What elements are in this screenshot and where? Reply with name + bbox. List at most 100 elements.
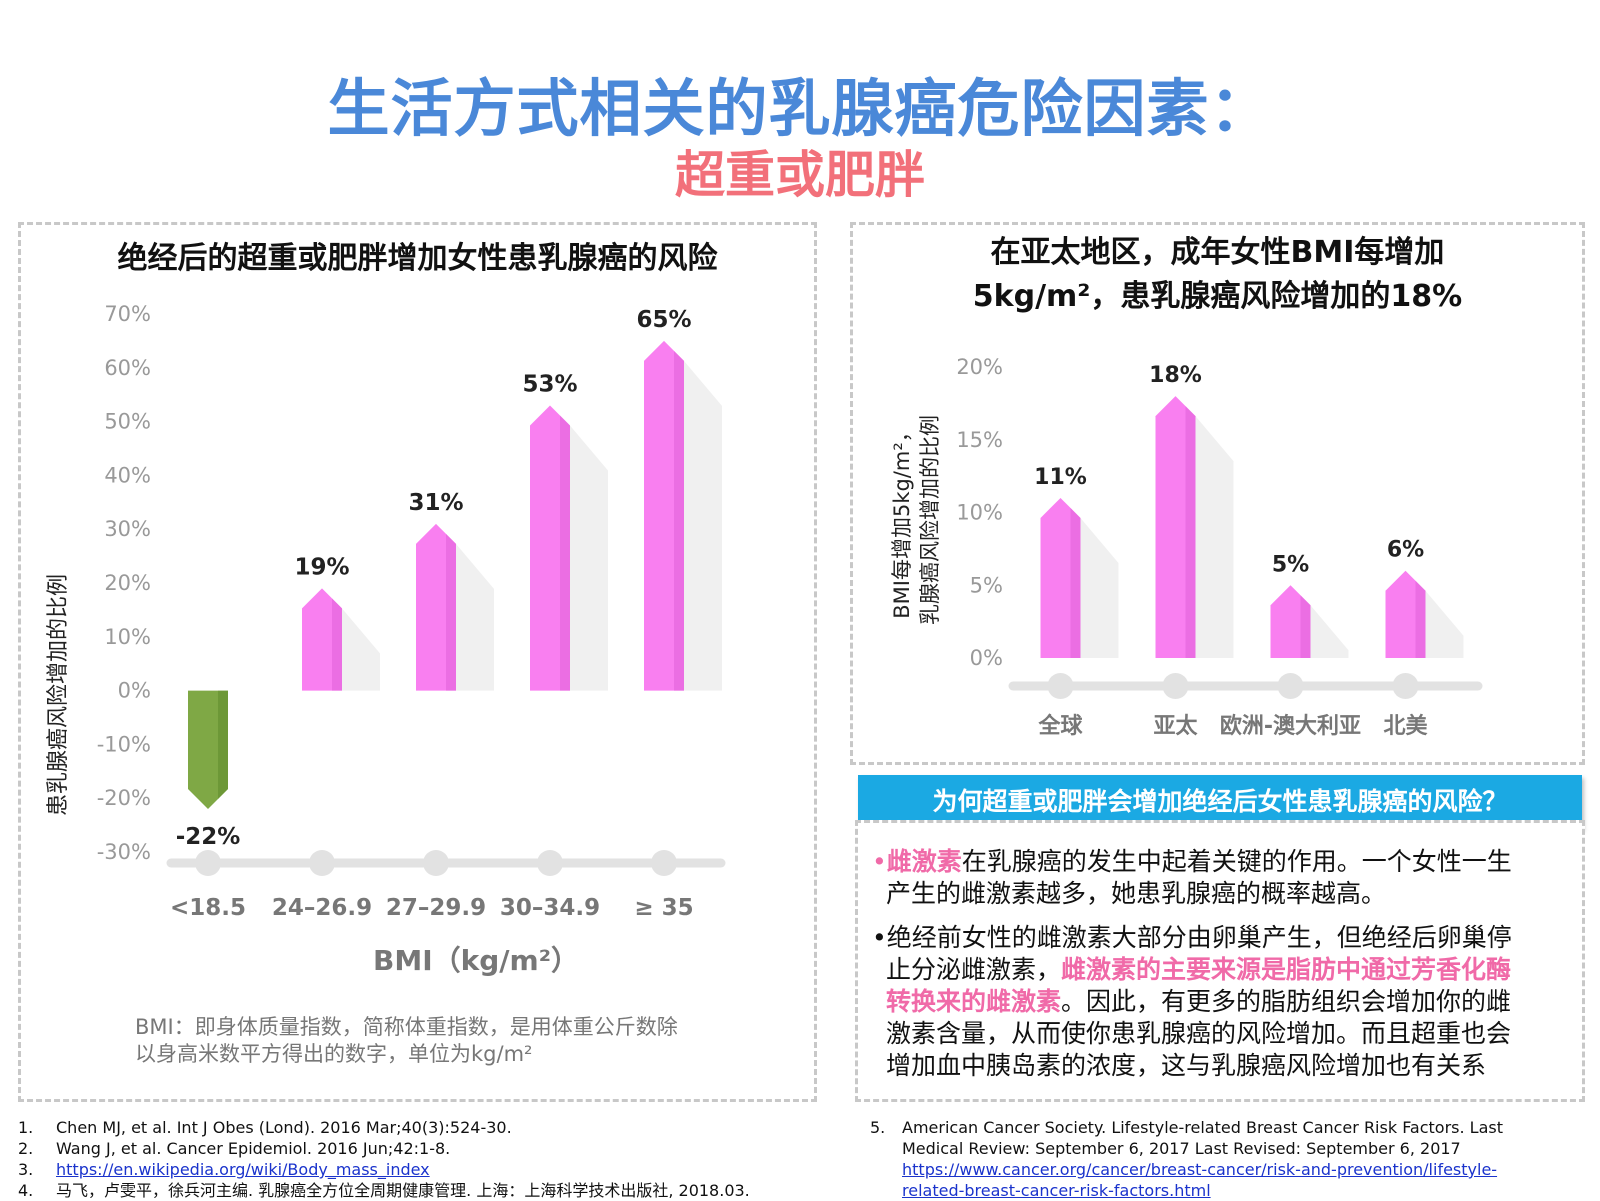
bar-value-label: 5%	[1272, 552, 1309, 577]
bar-shadow	[1195, 416, 1234, 658]
category-label: <18.5	[170, 895, 246, 921]
bullet2-highlight-b: 转换来的雌激素	[886, 987, 1062, 1016]
x-axis-dot	[1162, 673, 1189, 699]
y-tick-label: -20%	[97, 786, 151, 810]
bar-value-label: -22%	[176, 824, 241, 850]
y-tick-label: 15%	[956, 428, 1003, 452]
bullet1-text-b: 产生的雌激素越多，她患乳腺癌的概率越高。	[886, 879, 1387, 908]
category-label: ≥ 35	[634, 895, 693, 921]
reference-item: 1. Chen MJ, et al. Int J Obes (Lond). 201…	[18, 1118, 512, 1137]
y-axis-label: 患乳腺癌风险增加的比例	[46, 574, 71, 816]
bar-shadow	[342, 608, 380, 691]
bmi-definition-note: BMI：即身体质量指数，简称体重指数，是用体重公斤数除 以身高米数平方得出的数字…	[135, 1014, 775, 1068]
bar-facet	[1175, 396, 1196, 658]
category-label: 亚太	[1153, 714, 1198, 739]
reference-item: 4. 马飞，卢雯平，徐兵河主编. 乳腺癌全方位全周期健康管理. 上海：上海科学技术…	[18, 1181, 750, 1200]
y-tick-label: 70%	[104, 302, 151, 326]
bar-value-label: 18%	[1149, 363, 1202, 388]
x-axis-dot	[651, 850, 677, 876]
y-tick-label: 10%	[956, 501, 1003, 525]
x-axis-dot	[1277, 673, 1304, 699]
bullet-dot-icon: •	[872, 923, 887, 952]
y-tick-label: 20%	[956, 355, 1003, 379]
x-axis-label: BMI（kg/m²）	[373, 944, 579, 977]
y-axis-label-line-1: BMI每增加5kg/m²，	[890, 421, 914, 619]
estrogen-highlight: 雌激素	[886, 847, 962, 876]
y-tick-label: 5%	[970, 573, 1003, 597]
y-tick-label: 10%	[104, 625, 151, 649]
bar-facet	[1060, 497, 1081, 658]
left-chart-title: 绝经后的超重或肥胖增加女性患乳腺癌的风险	[117, 241, 718, 276]
y-axis-label-line-2: 乳腺癌风险增加的比例	[918, 415, 942, 625]
bar-shadow	[456, 543, 494, 691]
explanation-bullet-1: •雌激素在乳腺癌的发生中起着关键的作用。一个女性一生 产生的雌激素越多，她患乳腺…	[872, 846, 1572, 910]
category-label: 30–34.9	[500, 895, 600, 921]
page-subtitle: 超重或肥胖	[675, 146, 925, 204]
y-tick-label: 60%	[104, 356, 151, 380]
bar-value-label: 11%	[1034, 465, 1087, 490]
region-risk-bar-chart: 0% 5% 10% 15% 20% 11% 全球 18% 亚太 5% 欧洲-澳大利亚 6% 北美 BMI每…	[890, 355, 1483, 739]
y-tick-label: 30%	[104, 517, 151, 541]
bar-facet	[664, 340, 684, 691]
category-label: 欧洲-澳大利亚	[1220, 713, 1361, 739]
bar-facet	[436, 523, 456, 691]
bar-facet	[550, 405, 570, 691]
bar-facet	[208, 690, 228, 809]
acs-risk-factors-link[interactable]: https://www.cancer.org/cancer/breast-can…	[902, 1160, 1498, 1179]
bmi-note-line-2: 以身高米数平方得出的数字，单位为kg/m²	[135, 1042, 533, 1066]
bar-shadow	[1310, 605, 1349, 658]
bar-value-label: 53%	[522, 371, 577, 397]
bar-facet	[1290, 585, 1311, 658]
right-chart-title-line-1: 在亚太地区，成年女性BMI每增加	[990, 235, 1445, 270]
bar-shadow	[684, 360, 722, 691]
category-label: 24–26.9	[272, 895, 372, 921]
bmi-note-line-1: BMI：即身体质量指数，简称体重指数，是用体重公斤数除	[135, 1015, 678, 1039]
x-axis-dot	[309, 850, 335, 876]
explanation-panel	[855, 820, 1585, 1102]
category-label: 全球	[1037, 713, 1083, 739]
category-label: 北美	[1383, 713, 1428, 739]
references-left: 1. Chen MJ, et al. Int J Obes (Lond). 201…	[18, 1117, 838, 1201]
category-label: 27–29.9	[386, 895, 486, 921]
bar-value-label: 31%	[408, 490, 463, 516]
y-tick-label: 40%	[104, 463, 151, 487]
bullet2-text-d: 激素含量，从而使你患乳腺癌的风险增加。而且超重也会	[886, 1019, 1512, 1048]
references-right: 5. American Cancer Society. Lifestyle-re…	[870, 1117, 1585, 1201]
right-chart-title: 在亚太地区，成年女性BMI每增加 5kg/m²，患乳腺癌风险增加的18%	[853, 231, 1582, 319]
bar-facet	[322, 588, 342, 691]
bar-shadow	[1425, 590, 1464, 658]
y-tick-label: 50%	[104, 410, 151, 434]
wikipedia-bmi-link[interactable]: https://en.wikipedia.org/wiki/Body_mass_…	[56, 1160, 430, 1179]
bar-facet	[1405, 570, 1426, 658]
y-tick-label: -30%	[97, 840, 151, 864]
explanation-bullet-2: •绝经前女性的雌激素大部分由卵巢产生，但绝经后卵巢停 止分泌雌激素，雌激素的主要…	[872, 922, 1572, 1082]
bullet2-text-a: 绝经前女性的雌激素大部分由卵巢产生，但绝经后卵巢停	[886, 923, 1512, 952]
right-chart-panel: 在亚太地区，成年女性BMI每增加 5kg/m²，患乳腺癌风险增加的18% 0% 5…	[850, 222, 1585, 765]
y-tick-label: 20%	[104, 571, 151, 595]
bar-shadow	[1080, 517, 1119, 658]
x-axis-dot	[1047, 673, 1074, 699]
bar-shadow	[570, 425, 608, 691]
bar-value-label: 6%	[1387, 538, 1424, 563]
x-axis-dot	[537, 850, 563, 876]
x-axis-dot	[1392, 673, 1419, 699]
x-axis-dot	[195, 850, 221, 876]
y-tick-label: 0%	[118, 679, 151, 703]
bullet2-highlight-a: 雌激素的主要来源是脂肪中通过芳香化酶	[1061, 955, 1512, 984]
y-tick-label: 0%	[970, 646, 1003, 670]
bar-value-label: 19%	[294, 554, 349, 580]
bar-value-label: 65%	[636, 307, 691, 333]
left-chart-panel: 绝经后的超重或肥胖增加女性患乳腺癌的风险 -30% -20% -10% 0% 10% 20…	[18, 222, 817, 1102]
bullet2-text-c: 。因此，有更多的脂肪组织会增加你的雌	[1061, 987, 1512, 1016]
bullet2-text-e: 增加血中胰岛素的浓度，这与乳腺癌风险增加也有关系	[886, 1051, 1487, 1080]
bullet1-text-a: 在乳腺癌的发生中起着关键的作用。一个女性一生	[961, 847, 1512, 876]
reference-item: 2. Wang J, et al. Cancer Epidemiol. 2016 …	[18, 1139, 451, 1158]
y-tick-label: -10%	[97, 732, 151, 756]
reference-item: 5. American Cancer Society. Lifestyle-re…	[870, 1118, 1503, 1200]
right-chart-title-line-2: 5kg/m²，患乳腺癌风险增加的18%	[972, 279, 1463, 314]
page-title: 生活方式相关的乳腺癌危险因素：	[327, 72, 1273, 145]
bullet-dot-icon: •	[872, 847, 887, 876]
bmi-risk-bar-chart: -30% -20% -10% 0% 10% 20% 30% 40% 50% 60% 70% -22% <…	[46, 302, 726, 977]
acs-risk-factors-link-cont[interactable]: related-breast-cancer-risk-factors.html	[902, 1181, 1211, 1200]
x-axis-dot	[423, 850, 449, 876]
